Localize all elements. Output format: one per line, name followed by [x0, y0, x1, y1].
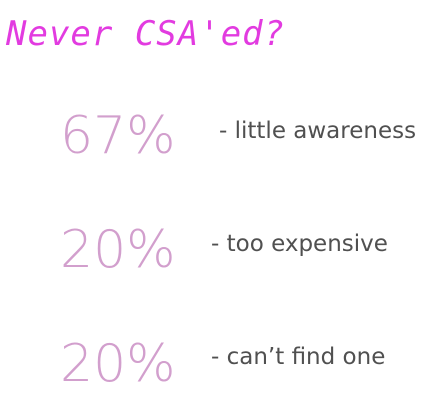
stat-percent-little-awareness: 67% — [60, 106, 176, 166]
stat-reason-cant-find-one: - can’t find one — [211, 344, 386, 370]
stat-percent-too-expensive: 20% — [60, 220, 176, 280]
slide-title: Never CSA'ed? — [6, 14, 286, 54]
stat-reason-too-expensive: - too expensive — [211, 231, 388, 257]
stat-reason-little-awareness: - little awareness — [219, 118, 417, 144]
stat-percent-cant-find-one: 20% — [60, 334, 176, 394]
